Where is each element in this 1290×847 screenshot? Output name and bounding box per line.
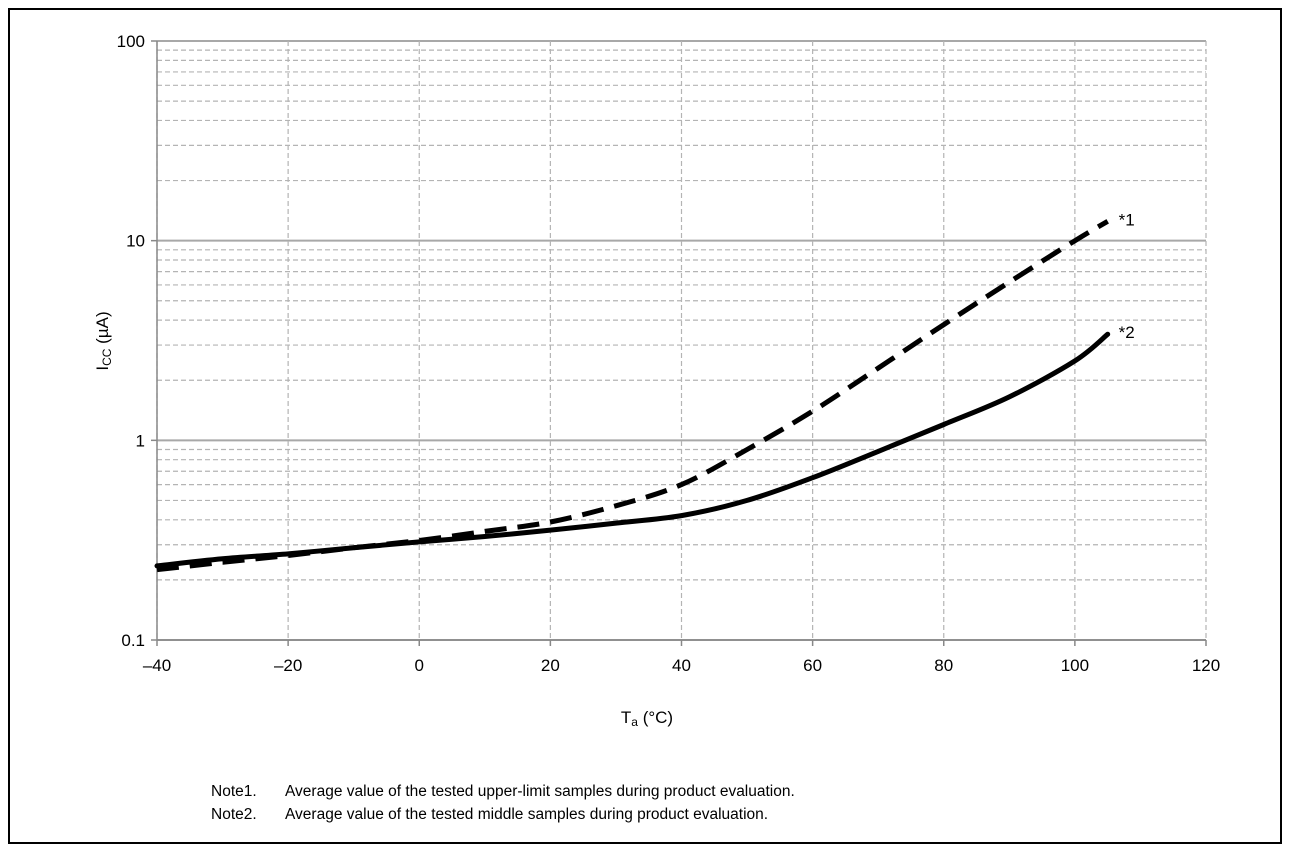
x-tick-label: 60	[803, 656, 822, 675]
x-tick-label: –20	[274, 656, 302, 675]
x-axis-title-sub: a	[631, 715, 638, 729]
note-1: Note1. Average value of the tested upper…	[211, 780, 795, 803]
note-2-text: Average value of the tested middle sampl…	[285, 806, 769, 823]
y-axis-title-unit: (µA)	[93, 311, 112, 348]
note-1-text: Average value of the tested upper-limit …	[285, 783, 795, 800]
series-line-2	[154, 331, 1111, 569]
y-axis-title: ICC (µA)	[93, 311, 114, 370]
x-tick-label: 80	[934, 656, 953, 675]
y-tick-label: 0.1	[121, 631, 145, 650]
series-line-1	[156, 219, 1109, 573]
series-group	[154, 219, 1111, 573]
axes	[151, 40, 1207, 646]
x-axis-title-unit: (°C)	[638, 708, 673, 727]
y-axis-title-main: I	[93, 366, 112, 371]
note-1-label: Note1.	[211, 783, 257, 800]
x-tick-label: 120	[1192, 656, 1220, 675]
x-tick-label: –40	[143, 656, 171, 675]
series-label-2: *2	[1119, 323, 1135, 342]
tick-labels: 0.1 1 10 100 –40 –20 0 20 40 60 80 100 120	[117, 32, 1221, 675]
y-tick-label: 100	[117, 32, 145, 51]
note-2-label: Note2.	[211, 806, 257, 823]
series-label-1: *1	[1119, 210, 1135, 229]
y-tick-label: 1	[136, 431, 145, 450]
x-tick-label: 40	[672, 656, 691, 675]
note-2: Note2. Average value of the tested middl…	[211, 803, 795, 826]
y-tick-label: 10	[126, 232, 145, 251]
series-labels: *1 *2	[1119, 210, 1135, 342]
x-tick-label: 100	[1061, 656, 1089, 675]
y-axis-title-sub: CC	[100, 348, 114, 366]
x-tick-label: 0	[415, 656, 424, 675]
x-axis-title: Ta (°C)	[621, 708, 673, 729]
x-tick-label: 20	[541, 656, 560, 675]
figure-frame	[8, 8, 1282, 844]
notes: Note1. Average value of the tested upper…	[211, 780, 795, 826]
x-axis-title-main: T	[621, 708, 631, 727]
